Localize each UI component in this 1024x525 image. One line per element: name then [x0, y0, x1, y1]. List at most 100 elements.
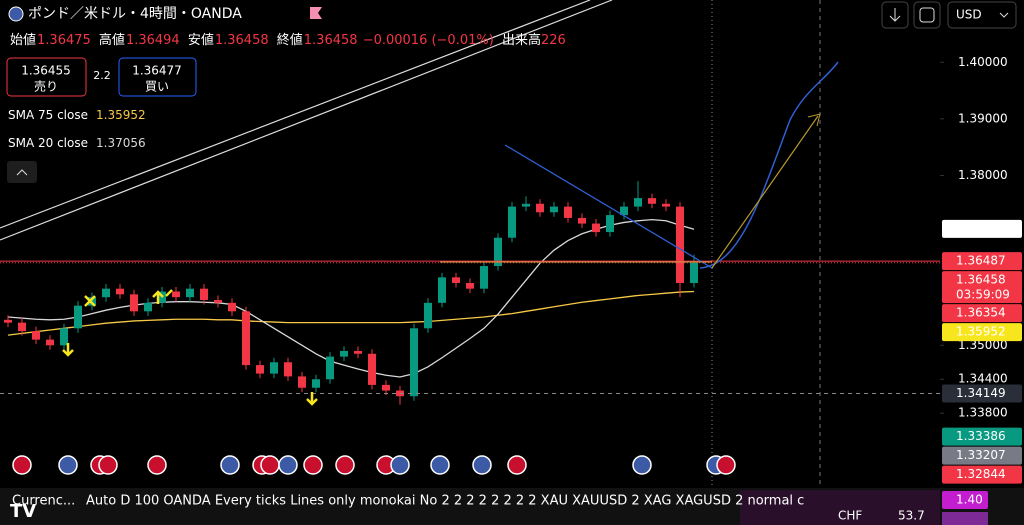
candle-body — [368, 353, 376, 385]
candle-body — [648, 198, 656, 204]
indicator-name: SMA 75 close — [8, 108, 88, 122]
candle-body — [200, 288, 208, 300]
sma75-line — [7, 290, 695, 336]
flag-icon — [310, 7, 322, 19]
buy-price: 1.36477 — [132, 64, 182, 78]
currency-select[interactable] — [947, 1, 1017, 29]
candle-body — [256, 365, 264, 374]
price-badge-label: 1.36458 — [956, 273, 1006, 287]
price-tick-label: 1.34400 — [958, 372, 1008, 386]
candle-body — [592, 223, 600, 233]
candle-body — [424, 302, 432, 329]
symbol-flag — [8, 6, 24, 22]
candle-body — [662, 203, 670, 207]
trend-line — [0, 0, 613, 241]
trend-line — [0, 0, 591, 229]
indicator-value: 1.37056 — [96, 136, 146, 150]
ohlc-label: 安値 — [188, 32, 214, 48]
price-badge — [942, 427, 1022, 446]
candle-body — [508, 206, 516, 238]
indicator-name: SMA 20 close — [8, 136, 88, 150]
candle-body — [340, 350, 348, 357]
ohlc-line: 始値1.36475 高値1.36494 安値1.36458 終値1.36458 … — [10, 32, 566, 48]
candle-body — [326, 356, 334, 380]
candle-body — [172, 291, 180, 298]
price-badge-label: 1.33207 — [956, 448, 1006, 462]
fullscreen-icon — [919, 7, 935, 23]
event-icons — [12, 455, 736, 475]
sell-price: 1.36455 — [21, 64, 71, 78]
candle-body — [522, 203, 530, 207]
pane2-bg — [740, 490, 940, 525]
sma20-line — [7, 218, 695, 378]
bottom-left: Currenc... — [12, 494, 75, 509]
ohlc-label: 終値 — [277, 32, 303, 48]
collapse-button[interactable] — [7, 161, 37, 183]
buy-button[interactable] — [118, 57, 197, 97]
sell-label: 売り — [34, 79, 58, 94]
ohlc-value: 1.36494 — [126, 33, 180, 48]
candle-body — [690, 262, 698, 284]
price-badge — [942, 252, 1022, 271]
candle-body — [550, 206, 558, 213]
volume-label: 出来高 — [502, 32, 541, 48]
logo: TV — [10, 501, 36, 522]
candle-body — [312, 379, 320, 388]
ohlc-label: 始値 — [10, 32, 36, 48]
indicator: SMA 20 close 1.37056 — [8, 136, 146, 150]
price-badge — [942, 219, 1022, 238]
price-tick-label: 1.33800 — [958, 406, 1008, 420]
candle-body — [228, 302, 236, 312]
candle-body — [564, 206, 572, 218]
candle-body — [130, 294, 138, 312]
candle-body — [284, 362, 292, 377]
collapse-icon — [16, 169, 28, 176]
candle-body — [676, 206, 684, 284]
spread: 2.2 — [93, 69, 111, 82]
marker — [165, 289, 173, 297]
price-badge-label: 1.37056 — [956, 221, 1006, 235]
price-tick-label: 1.38000 — [958, 168, 1008, 182]
candle-body — [186, 288, 194, 298]
countdown: 03:59:09 — [956, 288, 1010, 302]
candle-body — [116, 288, 124, 295]
candle-body — [634, 198, 642, 207]
currency: USD — [956, 8, 982, 22]
drawn-line — [504, 144, 713, 269]
symbol: ポンド／米ドル・4時間・OANDA — [28, 6, 242, 22]
candle-body — [494, 237, 502, 267]
dropdown-icon — [999, 12, 1009, 18]
change: −0.00016 (−0.01%) — [363, 33, 494, 48]
ohlc-value: 1.36458 — [304, 33, 358, 48]
price-badge-label: 1.36354 — [956, 306, 1006, 320]
price-badge — [942, 323, 1022, 342]
volume: 226 — [541, 33, 566, 48]
price-badge-label: 1.35952 — [956, 325, 1006, 339]
bottom-text: Auto D 100 OANDA Every ticks Lines only … — [86, 494, 804, 509]
marker — [306, 392, 318, 406]
candle-body — [410, 328, 418, 397]
price-badge-label: 1.36487 — [956, 254, 1006, 268]
indicator-value: 1.35952 — [96, 108, 146, 122]
buy-label: 買い — [145, 80, 169, 94]
fullscreen-button[interactable] — [913, 1, 941, 29]
candle-body — [354, 350, 362, 354]
pane2-name: CHF — [838, 509, 862, 523]
marker — [62, 343, 74, 357]
price-tick-label: 1.39000 — [958, 111, 1008, 125]
price-badge — [942, 384, 1022, 403]
candle-body — [382, 384, 390, 391]
candle-body — [480, 266, 488, 289]
candle-body — [466, 283, 474, 289]
pane2-badge2 — [942, 512, 988, 525]
candle-body — [74, 305, 82, 329]
indicator: SMA 75 close 1.35952 — [8, 108, 146, 122]
price-badge — [942, 446, 1022, 465]
candle-body — [60, 328, 68, 346]
candle-body — [452, 277, 460, 284]
candle-body — [620, 206, 628, 216]
candle-body — [46, 339, 54, 346]
sell-button[interactable] — [6, 57, 87, 97]
